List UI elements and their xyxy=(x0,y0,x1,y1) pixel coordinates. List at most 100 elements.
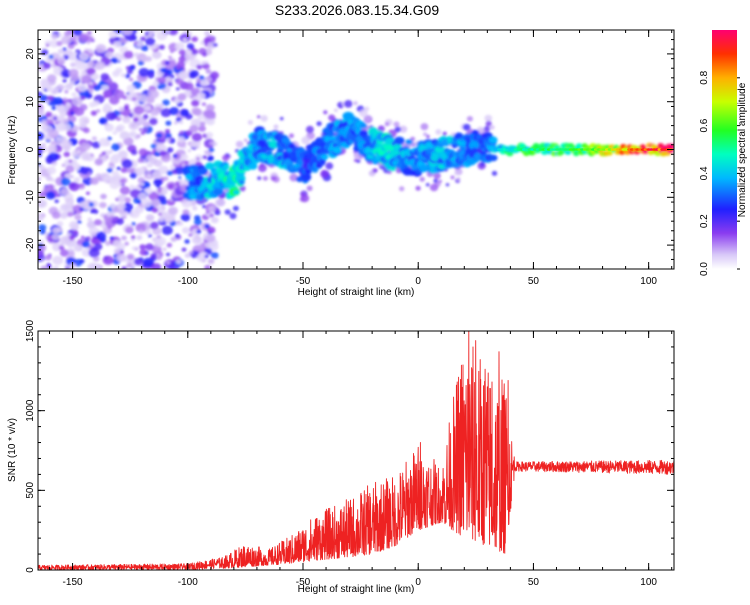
noise-blob xyxy=(81,75,92,84)
ridge-blob xyxy=(223,164,230,169)
noise-blob xyxy=(66,30,76,35)
noise-blob xyxy=(73,244,83,252)
noise-blob xyxy=(140,131,145,135)
noise-blob xyxy=(80,95,86,101)
noise-blob xyxy=(43,78,48,82)
noise-blob xyxy=(433,172,441,180)
noise-blob xyxy=(180,153,189,161)
noise-blob xyxy=(170,236,177,242)
noise-blob xyxy=(320,170,329,178)
noise-blob xyxy=(118,106,125,112)
noise-blob xyxy=(64,90,69,94)
y-tick-label: 500 xyxy=(25,482,36,499)
noise-blob xyxy=(124,73,131,79)
noise-blob xyxy=(399,186,405,192)
noise-blob xyxy=(197,244,205,251)
noise-blob xyxy=(125,167,132,173)
noise-blob xyxy=(124,241,129,246)
noise-blob xyxy=(126,84,136,93)
noise-blob xyxy=(74,214,82,221)
colorbar-gradient xyxy=(712,30,737,269)
noise-blob xyxy=(270,175,277,181)
noise-blob xyxy=(189,125,199,133)
noise-blob xyxy=(173,154,178,158)
noise-blob xyxy=(73,107,85,116)
noise-blob xyxy=(48,54,54,60)
noise-blob xyxy=(68,159,73,163)
noise-blob xyxy=(38,146,43,155)
noise-blob xyxy=(325,162,334,170)
ridge-blob xyxy=(326,130,335,137)
noise-blob xyxy=(88,202,95,208)
noise-blob xyxy=(42,62,51,69)
noise-blob xyxy=(188,233,193,237)
noise-blob xyxy=(86,67,96,76)
noise-blob xyxy=(49,87,59,95)
noise-blob xyxy=(71,96,83,106)
noise-blob xyxy=(102,255,114,265)
noise-blob xyxy=(188,250,193,254)
noise-blob xyxy=(99,117,108,125)
noise-blob xyxy=(162,247,167,251)
noise-blob xyxy=(78,52,89,61)
noise-blob xyxy=(65,165,75,173)
noise-blob xyxy=(147,72,155,79)
ridge-blob xyxy=(248,162,258,170)
noise-blob xyxy=(126,69,133,75)
noise-blob xyxy=(39,229,46,235)
noise-blob xyxy=(68,68,79,78)
noise-blob xyxy=(152,51,161,58)
noise-blob xyxy=(129,77,134,82)
noise-blob xyxy=(433,178,438,183)
noise-blob xyxy=(188,82,193,86)
noise-blob xyxy=(126,263,132,269)
noise-blob xyxy=(145,37,156,46)
noise-blob xyxy=(67,250,75,257)
noise-blob xyxy=(108,80,113,85)
noise-blob xyxy=(353,101,358,106)
noise-blob xyxy=(138,127,143,132)
x-tick-label: -100 xyxy=(178,577,198,588)
colorbar: 0.0 0.2 0.4 0.6 0.8 Normalized spectral ampl… xyxy=(699,30,748,276)
ridge-blob xyxy=(650,144,658,150)
colorbar-label: Normalized spectral amplitude xyxy=(737,82,748,217)
noise-blob xyxy=(257,115,261,119)
noise-blob xyxy=(153,178,163,187)
noise-blob xyxy=(208,147,215,153)
noise-blob xyxy=(204,109,216,120)
noise-blob xyxy=(47,144,57,153)
noise-blob xyxy=(129,172,137,179)
noise-blob xyxy=(178,70,190,80)
noise-blob xyxy=(103,103,111,110)
noise-blob xyxy=(149,117,158,126)
noise-blob xyxy=(123,105,129,110)
noise-blob xyxy=(206,132,214,138)
noise-blob xyxy=(112,130,118,135)
noise-blob xyxy=(52,162,57,167)
x-tick-label: -150 xyxy=(63,577,83,588)
noise-blob xyxy=(160,189,166,193)
spectrogram-marks xyxy=(38,30,674,269)
noise-blob xyxy=(182,209,190,215)
noise-blob xyxy=(144,229,151,235)
noise-blob xyxy=(80,69,87,76)
noise-blob xyxy=(70,62,76,68)
noise-blob xyxy=(138,148,148,156)
colorbar-tick-label: 0.4 xyxy=(699,166,710,180)
noise-blob xyxy=(111,143,121,151)
ridge-blob xyxy=(489,154,498,162)
noise-blob xyxy=(204,254,209,259)
figure-title: S233.2026.083.15.34.G09 xyxy=(275,2,439,18)
noise-blob xyxy=(151,263,162,269)
noise-blob xyxy=(113,89,125,99)
noise-blob xyxy=(148,234,152,238)
noise-blob xyxy=(257,176,262,181)
noise-blob xyxy=(121,266,127,269)
noise-blob xyxy=(59,249,69,257)
noise-blob xyxy=(154,30,160,33)
noise-blob xyxy=(489,125,495,130)
x-tick-label: 50 xyxy=(528,276,540,287)
noise-blob xyxy=(429,183,439,192)
noise-blob xyxy=(244,138,248,142)
